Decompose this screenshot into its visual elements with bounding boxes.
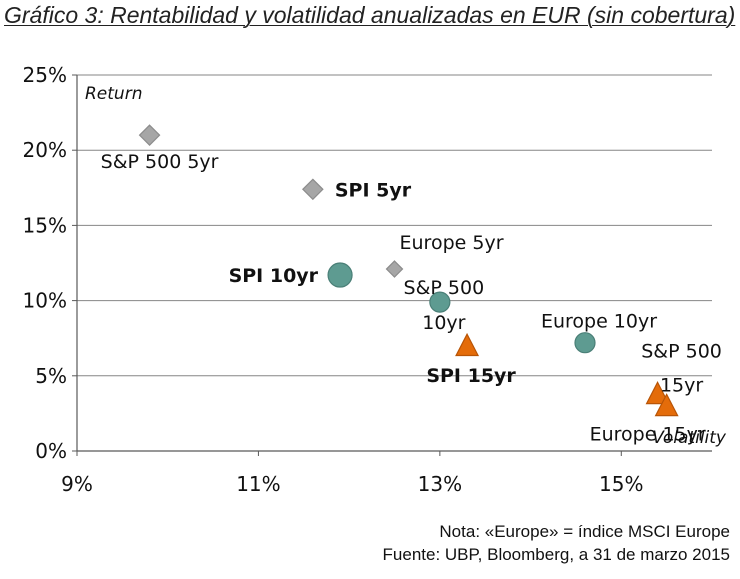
y-tick-label: 10% bbox=[23, 289, 67, 313]
y-tick-label: 5% bbox=[35, 364, 67, 388]
note-line: Nota: «Europe» = índice MSCI Europe bbox=[439, 522, 730, 541]
y-tick-label: 0% bbox=[35, 439, 67, 463]
data-label: SPI 5yr bbox=[335, 179, 412, 201]
x-tick-label: 13% bbox=[418, 472, 462, 496]
chart-notes: Nota: «Europe» = índice MSCI Europe Fuen… bbox=[383, 520, 730, 566]
data-label: Europe 15yr bbox=[590, 423, 706, 445]
data-point bbox=[138, 124, 161, 147]
data-label: S&P 500 15yr bbox=[641, 340, 722, 396]
y-tick-label: 15% bbox=[23, 213, 67, 237]
data-label: S&P 500 5yr bbox=[101, 151, 219, 173]
data-point bbox=[645, 381, 670, 405]
data-point bbox=[654, 393, 679, 417]
y-tick-label: 25% bbox=[23, 63, 67, 87]
data-point bbox=[574, 332, 596, 354]
scatter-chart: 0% 5% 10% 15% 20% 25% 9% 11% 13% 15% Return Volatil… bbox=[23, 63, 727, 496]
x-tick-label: 15% bbox=[599, 472, 643, 496]
x-tick-label: 9% bbox=[61, 472, 93, 496]
y-axis-title: Return bbox=[85, 84, 142, 104]
y-tick-label: 20% bbox=[23, 138, 67, 162]
data-point bbox=[385, 260, 404, 278]
x-tick-label: 11% bbox=[236, 472, 280, 496]
chart-title: Gráfico 3: Rentabilidad y volatilidad an… bbox=[4, 2, 736, 28]
data-point bbox=[302, 178, 324, 201]
data-label: Europe 5yr bbox=[400, 232, 504, 254]
data-label: S&P 500 10yr bbox=[404, 277, 485, 334]
data-point bbox=[455, 332, 480, 357]
data-label: SPI 10yr bbox=[229, 265, 319, 287]
data-point bbox=[429, 291, 451, 313]
data-label: Europe 10yr bbox=[541, 311, 657, 333]
data-label: SPI 15yr bbox=[426, 365, 516, 387]
source-line: Fuente: UBP, Bloomberg, a 31 de marzo 20… bbox=[382, 545, 730, 564]
x-axis-title: Volatility bbox=[652, 428, 727, 448]
data-point bbox=[327, 262, 353, 288]
